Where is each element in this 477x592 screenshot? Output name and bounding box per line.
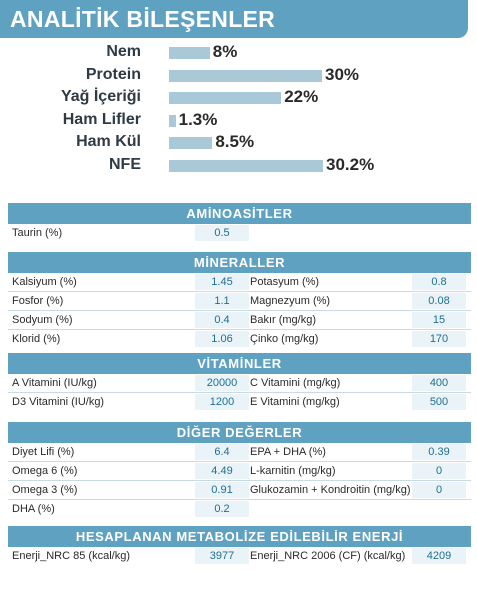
nutrient-value: 0.8 (412, 274, 466, 290)
table-row: Kalsiyum (%) 1.45 Potasyum (%) 0.8 (8, 273, 471, 291)
table-row: A Vitamini (IU/kg) 20000 C Vitamini (mg/kg… (8, 374, 471, 392)
nutrient-label: Sodyum (%) (12, 314, 73, 326)
analytics-label: Ham Lifler (62, 110, 141, 128)
nutrient-label: E Vitamini (mg/kg) (250, 396, 340, 408)
nutrient-label: L-karnitin (mg/kg) (250, 465, 336, 477)
section-diger-degerler: DİĞER DEĞERLER Diyet Lifi (%) 6.4 EPA + DHA… (8, 422, 471, 518)
nutrient-value: 1200 (195, 394, 249, 410)
analytics-row: Nem 8% (0, 42, 477, 64)
nutrient-value: 0.39 (412, 444, 466, 460)
table-row: Omega 3 (%) 0.91 Glukozamin + Kondroitin (… (8, 480, 471, 499)
nutrient-value: 500 (412, 394, 466, 410)
nutrient-value: 400 (412, 375, 466, 391)
nutrient-label: Potasyum (%) (250, 276, 320, 288)
nutrient-label: C Vitamini (mg/kg) (250, 377, 341, 389)
analytics-value: 1.3% (178, 109, 218, 129)
analytics-label: Ham Kül (76, 133, 141, 151)
analytics-bar (169, 114, 176, 127)
nutrient-label: Çinko (mg/kg) (250, 333, 319, 345)
nutrient-label: D3 Vitamini (IU/kg) (12, 396, 105, 408)
nutrient-label: EPA + DHA (%) (250, 446, 326, 458)
nutrient-value: 15 (412, 312, 466, 328)
analytics-label: Protein (85, 65, 141, 83)
nutrient-value: 1.45 (195, 274, 249, 290)
nutrient-label: Enerji_NRC 85 (kcal/kg) (12, 550, 130, 562)
section-mineraller: MİNERALLER Kalsiyum (%) 1.45 Potasyum (%) 0.… (8, 252, 471, 348)
nutrient-label: DHA (%) (12, 503, 55, 515)
table-row: Taurin (%) 0.5 (8, 224, 471, 242)
nutrient-value: 4209 (412, 548, 466, 564)
table-row: Omega 6 (%) 4.49 L-karnitin (mg/kg) 0 (8, 461, 471, 480)
section-enerji: HESAPLANAN METABOLİZE EDİLEBİLİR ENERJİ E… (8, 526, 471, 565)
nutrient-label: Omega 6 (%) (12, 465, 78, 477)
nutrient-value: 0.08 (412, 293, 466, 309)
page-title: ANALİTİK BİLEŞENLER (10, 6, 276, 32)
analytics-label: Yağ İçeriği (60, 88, 141, 106)
nutrient-label: Klorid (%) (12, 333, 61, 345)
analytics-bar (169, 92, 282, 105)
analytics-row: Yağ İçeriği 22% (0, 87, 477, 109)
nutrient-label: Glukozamin + Kondroitin (mg/kg) (250, 484, 411, 496)
nutrient-value: 20000 (195, 375, 249, 391)
nutrient-value: 0.5 (195, 225, 249, 241)
nutrient-label: A Vitamini (IU/kg) (12, 377, 97, 389)
analytics-label: NFE (109, 156, 141, 173)
nutrient-label: Bakır (mg/kg) (250, 314, 317, 326)
nutrient-label: Magnezyum (%) (250, 295, 331, 307)
nutrient-label: Kalsiyum (%) (12, 276, 77, 288)
nutrient-value: 0 (412, 482, 466, 498)
section-aminoasitler: AMİNOASİTLER Taurin (%) 0.5 (8, 203, 471, 242)
nutrient-label: Taurin (%) (12, 227, 63, 239)
analytics-row: NFE 30.2% (0, 155, 477, 177)
nutrient-label: Fosfor (%) (12, 295, 64, 307)
table-row: D3 Vitamini (IU/kg) 1200 E Vitamini (mg/kg… (8, 392, 471, 411)
analytics-value: 22% (284, 87, 319, 107)
analytics-bar (169, 47, 210, 59)
analytics-bar (169, 160, 324, 172)
section-header-vitaminler: VİTAMİNLER (8, 353, 471, 374)
nutrient-value: 4.49 (195, 463, 249, 479)
section-header-mineraller: MİNERALLER (8, 252, 471, 273)
nutrient-label: Omega 3 (%) (12, 484, 78, 496)
table-row: Klorid (%) 1.06 Çinko (mg/kg) 170 (8, 329, 471, 348)
nutrient-value: 0.91 (195, 482, 249, 498)
section-header-aminoasitler: AMİNOASİTLER (8, 203, 471, 224)
analytics-value: 30.2% (326, 155, 375, 174)
nutrient-value: 0 (412, 463, 466, 479)
section-vitaminler: VİTAMİNLER A Vitamini (IU/kg) 20000 C Vitam… (8, 353, 471, 411)
nutrient-value: 170 (412, 331, 466, 347)
table-row: Fosfor (%) 1.1 Magnezyum (%) 0.08 (8, 291, 471, 310)
table-row: DHA (%) 0.2 (8, 499, 471, 518)
analytics-bar (169, 69, 322, 82)
nutrient-value: 6.4 (195, 444, 249, 460)
analytics-value: 30% (325, 64, 360, 84)
section-banner-analytics: ANALİTİK BİLEŞENLER (0, 0, 468, 38)
analytics-bar (169, 137, 213, 150)
analytics-value: 8% (212, 42, 238, 61)
section-header-enerji: HESAPLANAN METABOLİZE EDİLEBİLİR ENERJİ (8, 526, 471, 547)
table-row: Sodyum (%) 0.4 Bakır (mg/kg) 15 (8, 310, 471, 329)
nutrient-label: Enerji_NRC 2006 (CF) (kcal/kg) (250, 550, 406, 562)
analytics-row: Ham Lifler 1.3% (0, 110, 477, 132)
section-header-diger-degerler: DİĞER DEĞERLER (8, 422, 471, 443)
nutrient-value: 3977 (195, 548, 249, 564)
nutrient-value: 0.2 (195, 501, 249, 517)
analytics-row: Ham Kül 8.5% (0, 132, 477, 154)
analytics-value: 8.5% (215, 132, 255, 152)
table-row: Enerji_NRC 85 (kcal/kg) 3977 Enerji_NRC 20… (8, 547, 471, 565)
nutrient-value: 1.06 (195, 331, 249, 347)
nutrient-label: Diyet Lifi (%) (12, 446, 75, 458)
nutrient-value: 0.4 (195, 312, 249, 328)
analytics-row: Protein 30% (0, 65, 477, 87)
table-row: Diyet Lifi (%) 6.4 EPA + DHA (%) 0.39 (8, 443, 471, 461)
nutrient-value: 1.1 (195, 293, 249, 309)
analytics-label: Nem (106, 43, 141, 60)
